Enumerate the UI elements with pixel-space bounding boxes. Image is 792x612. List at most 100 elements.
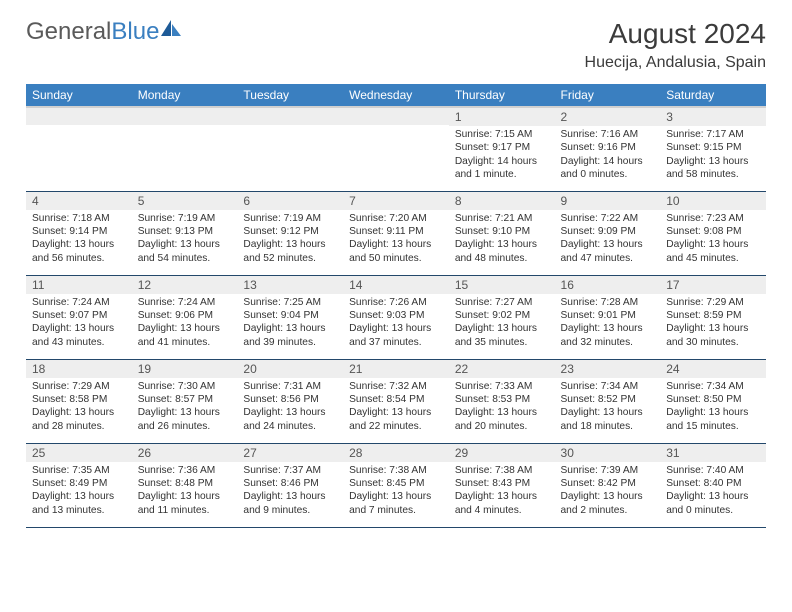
day-details: Sunrise: 7:36 AMSunset: 8:48 PMDaylight:… bbox=[132, 464, 238, 518]
sunset-text: Sunset: 8:58 PM bbox=[32, 393, 126, 406]
sunrise-text: Sunrise: 7:15 AM bbox=[455, 128, 549, 141]
sunset-text: Sunset: 9:10 PM bbox=[455, 225, 549, 238]
daylight-text: Daylight: 13 hours and 56 minutes. bbox=[32, 238, 126, 265]
sunrise-text: Sunrise: 7:21 AM bbox=[455, 212, 549, 225]
day-details: Sunrise: 7:24 AMSunset: 9:07 PMDaylight:… bbox=[26, 296, 132, 350]
calendar-cell: 4 Sunrise: 7:18 AMSunset: 9:14 PMDaylight… bbox=[26, 191, 132, 275]
empty-day bbox=[343, 108, 449, 125]
daylight-text: Daylight: 13 hours and 32 minutes. bbox=[561, 322, 655, 349]
day-details: Sunrise: 7:16 AMSunset: 9:16 PMDaylight:… bbox=[555, 128, 661, 182]
day-details: Sunrise: 7:40 AMSunset: 8:40 PMDaylight:… bbox=[660, 464, 766, 518]
calendar-cell: 21Sunrise: 7:32 AMSunset: 8:54 PMDayligh… bbox=[343, 359, 449, 443]
day-details: Sunrise: 7:22 AMSunset: 9:09 PMDaylight:… bbox=[555, 212, 661, 266]
calendar-row: 1Sunrise: 7:15 AMSunset: 9:17 PMDaylight… bbox=[26, 107, 766, 191]
day-details: Sunrise: 7:17 AMSunset: 9:15 PMDaylight:… bbox=[660, 128, 766, 182]
calendar-cell: 31 Sunrise: 7:40 AMSunset: 8:40 PMDayligh… bbox=[660, 443, 766, 527]
day-details: Sunrise: 7:39 AMSunset: 8:42 PMDaylight:… bbox=[555, 464, 661, 518]
day-number: 16 bbox=[555, 276, 661, 294]
day-details: Sunrise: 7:35 AMSunset: 8:49 PMDaylight:… bbox=[26, 464, 132, 518]
sunrise-text: Sunrise: 7:40 AM bbox=[666, 464, 760, 477]
calendar-row: 11 Sunrise: 7:24 AMSunset: 9:07 PMDayligh… bbox=[26, 275, 766, 359]
sunset-text: Sunset: 9:03 PM bbox=[349, 309, 443, 322]
calendar-cell: 12 Sunrise: 7:24 AMSunset: 9:06 PMDayligh… bbox=[132, 275, 238, 359]
sunset-text: Sunset: 8:56 PM bbox=[243, 393, 337, 406]
sunset-text: Sunset: 8:43 PM bbox=[455, 477, 549, 490]
sunrise-text: Sunrise: 7:17 AM bbox=[666, 128, 760, 141]
calendar-table: Sunday Monday Tuesday Wednesday Thursday… bbox=[26, 84, 766, 528]
day-details: Sunrise: 7:18 AMSunset: 9:14 PMDaylight:… bbox=[26, 212, 132, 266]
daylight-text: Daylight: 13 hours and 48 minutes. bbox=[455, 238, 549, 265]
calendar-cell: 29Sunrise: 7:38 AMSunset: 8:43 PMDayligh… bbox=[449, 443, 555, 527]
day-number: 11 bbox=[26, 276, 132, 294]
calendar-cell: 22Sunrise: 7:33 AMSunset: 8:53 PMDayligh… bbox=[449, 359, 555, 443]
calendar-cell: 10Sunrise: 7:23 AMSunset: 9:08 PMDayligh… bbox=[660, 191, 766, 275]
calendar-cell: 15Sunrise: 7:27 AMSunset: 9:02 PMDayligh… bbox=[449, 275, 555, 359]
empty-day bbox=[237, 108, 343, 125]
daylight-text: Daylight: 13 hours and 37 minutes. bbox=[349, 322, 443, 349]
sunset-text: Sunset: 8:49 PM bbox=[32, 477, 126, 490]
day-number: 30 bbox=[555, 444, 661, 462]
day-number: 4 bbox=[26, 192, 132, 210]
sunset-text: Sunset: 9:02 PM bbox=[455, 309, 549, 322]
location: Huecija, Andalusia, Spain bbox=[585, 54, 766, 72]
sunset-text: Sunset: 8:53 PM bbox=[455, 393, 549, 406]
logo: GeneralBlue bbox=[26, 18, 183, 46]
calendar-cell: 5Sunrise: 7:19 AMSunset: 9:13 PMDaylight… bbox=[132, 191, 238, 275]
sunset-text: Sunset: 8:57 PM bbox=[138, 393, 232, 406]
day-details: Sunrise: 7:24 AMSunset: 9:06 PMDaylight:… bbox=[132, 296, 238, 350]
calendar-cell: 27Sunrise: 7:37 AMSunset: 8:46 PMDayligh… bbox=[237, 443, 343, 527]
day-header: Friday bbox=[555, 84, 661, 107]
day-number: 29 bbox=[449, 444, 555, 462]
daylight-text: Daylight: 13 hours and 0 minutes. bbox=[666, 490, 760, 517]
day-header: Sunday bbox=[26, 84, 132, 107]
daylight-text: Daylight: 13 hours and 15 minutes. bbox=[666, 406, 760, 433]
sunset-text: Sunset: 9:04 PM bbox=[243, 309, 337, 322]
daylight-text: Daylight: 13 hours and 35 minutes. bbox=[455, 322, 549, 349]
day-number: 8 bbox=[449, 192, 555, 210]
sunset-text: Sunset: 8:45 PM bbox=[349, 477, 443, 490]
day-number: 19 bbox=[132, 360, 238, 378]
calendar-cell: 3Sunrise: 7:17 AMSunset: 9:15 PMDaylight… bbox=[660, 107, 766, 191]
calendar-cell bbox=[343, 107, 449, 191]
day-details: Sunrise: 7:28 AMSunset: 9:01 PMDaylight:… bbox=[555, 296, 661, 350]
calendar-row: 4 Sunrise: 7:18 AMSunset: 9:14 PMDaylight… bbox=[26, 191, 766, 275]
daylight-text: Daylight: 13 hours and 54 minutes. bbox=[138, 238, 232, 265]
sunrise-text: Sunrise: 7:35 AM bbox=[32, 464, 126, 477]
day-header: Wednesday bbox=[343, 84, 449, 107]
sunrise-text: Sunrise: 7:29 AM bbox=[666, 296, 760, 309]
sunset-text: Sunset: 9:08 PM bbox=[666, 225, 760, 238]
sunrise-text: Sunrise: 7:36 AM bbox=[138, 464, 232, 477]
daylight-text: Daylight: 13 hours and 58 minutes. bbox=[666, 155, 760, 182]
calendar-cell: 13Sunrise: 7:25 AMSunset: 9:04 PMDayligh… bbox=[237, 275, 343, 359]
calendar-cell bbox=[237, 107, 343, 191]
calendar-cell: 1Sunrise: 7:15 AMSunset: 9:17 PMDaylight… bbox=[449, 107, 555, 191]
sunset-text: Sunset: 8:50 PM bbox=[666, 393, 760, 406]
day-details: Sunrise: 7:23 AMSunset: 9:08 PMDaylight:… bbox=[660, 212, 766, 266]
sunrise-text: Sunrise: 7:16 AM bbox=[561, 128, 655, 141]
daylight-text: Daylight: 13 hours and 18 minutes. bbox=[561, 406, 655, 433]
sunrise-text: Sunrise: 7:37 AM bbox=[243, 464, 337, 477]
day-number: 27 bbox=[237, 444, 343, 462]
sunrise-text: Sunrise: 7:29 AM bbox=[32, 380, 126, 393]
day-number: 31 bbox=[660, 444, 766, 462]
sunset-text: Sunset: 9:15 PM bbox=[666, 141, 760, 154]
sunset-text: Sunset: 9:01 PM bbox=[561, 309, 655, 322]
daylight-text: Daylight: 13 hours and 39 minutes. bbox=[243, 322, 337, 349]
sunset-text: Sunset: 9:11 PM bbox=[349, 225, 443, 238]
day-details: Sunrise: 7:19 AMSunset: 9:12 PMDaylight:… bbox=[237, 212, 343, 266]
daylight-text: Daylight: 13 hours and 47 minutes. bbox=[561, 238, 655, 265]
sunrise-text: Sunrise: 7:20 AM bbox=[349, 212, 443, 225]
sunrise-text: Sunrise: 7:26 AM bbox=[349, 296, 443, 309]
sunset-text: Sunset: 9:06 PM bbox=[138, 309, 232, 322]
daylight-text: Daylight: 14 hours and 1 minute. bbox=[455, 155, 549, 182]
day-header: Thursday bbox=[449, 84, 555, 107]
day-number: 6 bbox=[237, 192, 343, 210]
daylight-text: Daylight: 13 hours and 20 minutes. bbox=[455, 406, 549, 433]
sunrise-text: Sunrise: 7:27 AM bbox=[455, 296, 549, 309]
day-number: 12 bbox=[132, 276, 238, 294]
daylight-text: Daylight: 13 hours and 9 minutes. bbox=[243, 490, 337, 517]
day-details: Sunrise: 7:26 AMSunset: 9:03 PMDaylight:… bbox=[343, 296, 449, 350]
logo-text: GeneralBlue bbox=[26, 18, 159, 46]
sunset-text: Sunset: 8:48 PM bbox=[138, 477, 232, 490]
sunrise-text: Sunrise: 7:22 AM bbox=[561, 212, 655, 225]
